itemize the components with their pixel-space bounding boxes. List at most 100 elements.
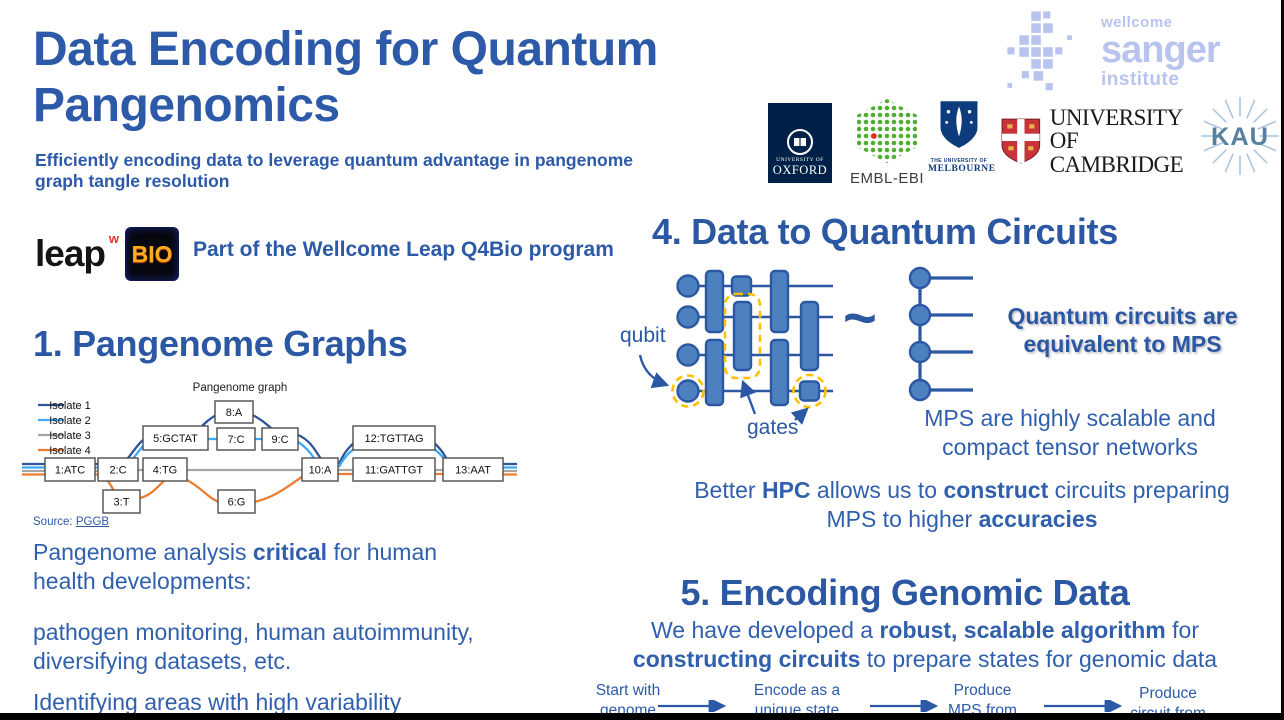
section1-paragraph1: Pangenome analysis critical for human he… [33,538,503,596]
kau-logo: KAU [1196,92,1284,180]
graph-node: 9:C [271,434,288,446]
section4-heading: 4. Data to Quantum Circuits [652,211,1118,252]
intro-t2: for [1165,617,1199,643]
equivalence-line1: Quantum circuits are [1007,303,1238,329]
subtitle-line1: Efficiently encoding data to leverage qu… [35,150,634,170]
qubit-label: qubit [620,324,666,347]
pangenome-graph-diagram: Pangenome graph Isolate 1 Isolate 2 Isol… [22,382,517,514]
equivalence-line2: equivalent to MPS [1023,331,1222,358]
flow-step1-line1: Start with [595,682,661,699]
embl-ebi-text: EMBL-EBI [849,170,925,187]
gate-blocks [704,269,821,407]
leap-bio-logo: leap w BIO [35,227,180,281]
graph-node: 6:G [228,497,246,509]
flow-step2-line1: Encode as a [753,682,841,699]
equivalence-note: Quantum circuits are equivalent to MPS [980,302,1265,358]
sanger-institute-text: institute [1101,69,1180,90]
leap-text: leap [35,233,106,274]
gates-label: gates [747,416,799,439]
graph-edges [22,410,517,504]
melbourne-crest-icon [940,101,978,148]
hpc-b3: accuracies [978,505,1098,532]
highlight-dashes [671,292,827,409]
sanger-wellcome-text: wellcome [1101,14,1173,31]
embl-hexagon-icon [857,99,917,163]
qubit-dots [676,274,700,403]
flow-step4-line1: Produce [1139,685,1197,702]
cambridge-university-of-text: UNIVERSITY OF [1049,104,1183,154]
intro-t3: to prepare states for genomic data [860,645,1218,672]
section1-paragraph2: pathogen monitoring, human autoimmunity,… [33,619,474,674]
legend-isolate4: Isolate 4 [49,445,91,457]
flow-arrow-2 [870,700,939,712]
melbourne-melbourne-text: MELBOURNE [928,164,996,174]
oxford-university-of-text: UNIVERSITY OF [776,157,824,163]
flow-step3-line1: Produce [953,682,1012,699]
annotation-arrows [638,354,809,425]
graph-node: 11:GATTGT [365,465,424,477]
section5-heading: 5. Encoding Genomic Data [680,572,1130,613]
graph-node: 5:GCTAT [153,433,198,445]
graph-nodes: 1:ATC 2:C 3:T 4:TG 5:GCTAT 6:G 7:C 8:A 9… [44,400,504,514]
leap-wordmark: leap w [35,231,119,275]
graph-node: 1:ATC [55,465,85,477]
melbourne-logo: THE UNIVERSITY OF MELBOURNE [928,99,996,189]
kau-text: KAU [1211,123,1269,151]
page-title-line2: Pangenomics [33,78,340,132]
cambridge-logo: UNIVERSITY OF CAMBRIDGE [1000,106,1200,176]
graph-legend: Isolate 1 Isolate 2 Isolate 3 Isolate 4 [38,400,91,457]
source-pggb-link[interactable]: PGGB [75,516,110,528]
page-title-line1: Data Encoding for Quantum [33,23,658,76]
flow-arrow-3 [1044,700,1123,712]
hpc-t3: circuits preparing MPS to higher [826,477,1230,532]
sanger-pixel-icon [1007,11,1072,91]
flow-arrow-1 [658,700,727,712]
para1-post: for human health developments: [33,539,438,594]
hpc-t1: Better [694,477,762,503]
intro-b1: robust, scalable algorithm [879,617,1166,643]
graph-node: 8:A [226,407,243,419]
graph-node: 7:C [227,434,244,446]
graph-node: 12:TGTTAG [364,433,423,445]
oxford-crest-icon [787,129,813,155]
subtitle-line2: graph tangle resolution [35,171,230,192]
sanger-sanger-text: sanger [1101,29,1221,71]
leap-w-superscript: w [108,231,119,246]
sanger-institute-logo: wellcome sanger institute [1005,6,1275,98]
program-note: Part of the Wellcome Leap Q4Bio program [193,238,614,261]
quantum-circuit-diagram: ~ [638,266,973,425]
intro-t1: We have developed a [651,617,880,643]
bio-badge: BIO [125,227,180,281]
page-subtitle: Efficiently encoding data to leverage qu… [35,150,715,193]
section5-intro: We have developed a robust, scalable alg… [590,616,1260,674]
page-title: Data Encoding for Quantum Pangenomics [33,22,753,133]
kau-tree-icon: KAU [1200,96,1280,176]
oxford-logo: UNIVERSITY OF OXFORD [768,103,832,183]
section1-paragraph3: Identifying areas with high variability [33,689,402,715]
cambridge-cambridge-text: CAMBRIDGE [1049,151,1184,177]
mps-note: MPS are highly scalable and compact tens… [924,405,1216,460]
melbourne-the-university-of-text: THE UNIVERSITY OF [930,158,988,164]
letterbox-bottom-bar [0,713,1284,720]
section1-heading: 1. Pangenome Graphs [33,323,408,364]
graph-node: 3:T [114,497,130,509]
hpc-note: Better HPC allows us to construct circui… [672,476,1252,534]
para1-pre: Pangenome analysis [33,539,253,565]
oxford-oxford-text: OXFORD [772,163,828,177]
bio-text: BIO [131,240,173,267]
graph-node: 4:TG [153,465,177,477]
embl-ebi-logo: EMBL-EBI [840,98,934,187]
pangenome-graph-title: Pangenome graph [193,382,288,394]
hpc-t2: allows us to [810,477,944,503]
mps-chain [908,266,973,402]
legend-isolate1: Isolate 1 [49,400,91,412]
graph-node: 2:C [109,465,126,477]
graph-source: Source: PGGB [33,516,109,528]
graph-node: 10:A [309,465,332,477]
cambridge-shield-icon [1001,118,1041,164]
sanger-wordmark: wellcome sanger institute [1101,14,1221,90]
legend-isolate2: Isolate 2 [49,415,91,427]
graph-node: 13:AAT [455,465,491,477]
para1-bold: critical [252,539,328,565]
